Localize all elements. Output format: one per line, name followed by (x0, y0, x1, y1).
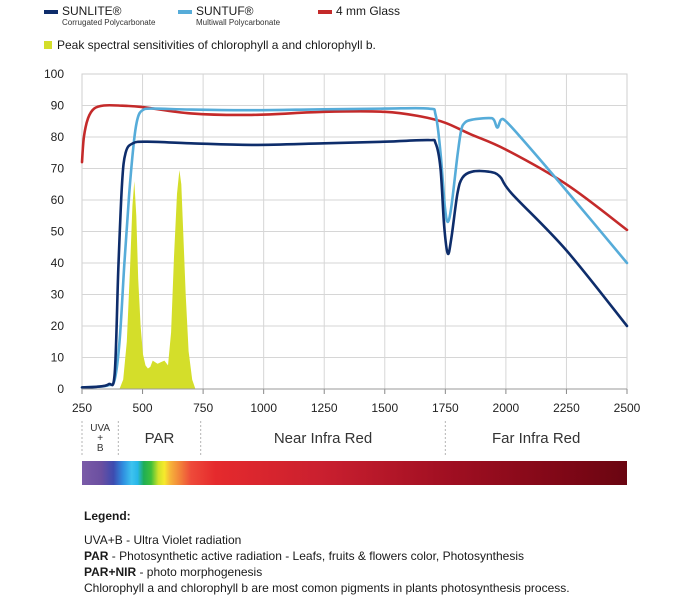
chart-grid (81, 73, 628, 390)
spectrum-regions: UVA+B PAR Near Infra Red Far Infra Red (81, 421, 580, 457)
x-tick-label: 250 (72, 401, 92, 415)
legend-swatch-suntuf (178, 10, 192, 14)
transmission-chart: 0 10 20 30 40 50 60 70 80 90 100 250 500 750 1000 1250 1… (44, 67, 641, 485)
bottom-legend: Legend: UVA+B - Ultra Violet radiation P… (84, 508, 684, 596)
x-tick-label: 2000 (493, 401, 520, 415)
legend-desc: - photo morphogenesis (136, 565, 263, 579)
y-tick-label: 40 (51, 256, 65, 270)
legend-sublabel-sunlite: Corrugated Polycarbonate (62, 18, 156, 27)
x-tick-label: 1000 (250, 401, 277, 415)
bottom-legend-note: Chlorophyll a and chlorophyll b are most… (84, 581, 570, 595)
x-tick-label: 750 (193, 401, 213, 415)
legend-swatch-chlorophyll (44, 41, 52, 49)
y-tick-label: 80 (51, 130, 65, 144)
legend-term: PAR (84, 549, 109, 563)
region-label: + (97, 433, 103, 444)
legend-label-chlorophyll: Peak spectral sensitivities of chlorophy… (57, 38, 376, 52)
y-tick-label: 60 (51, 193, 65, 207)
chlorophyll-area (119, 170, 196, 389)
legend-label-glass: 4 mm Glass (336, 4, 401, 18)
series-lines-layer (80, 103, 629, 389)
legend-sublabel-suntuf: Multiwall Polycarbonate (196, 18, 281, 27)
x-tick-label: 2250 (553, 401, 580, 415)
chlorophyll-area-layer (119, 170, 196, 389)
y-tick-label: 100 (44, 67, 64, 81)
bottom-legend-line-uvab: UVA+B - Ultra Violet radiation (84, 532, 684, 548)
legend-label-suntuf: SUNTUF® (196, 4, 254, 18)
legend-item-sunlite: SUNLITE® Corrugated Polycarbonate (44, 4, 155, 27)
bottom-legend-title: Legend: (84, 509, 131, 523)
y-tick-label: 50 (51, 225, 65, 239)
x-tick-label: 500 (133, 401, 153, 415)
series-line-suntuf (80, 106, 629, 389)
y-tick-label: 90 (51, 99, 65, 113)
region-label: B (97, 443, 104, 454)
x-tick-label: 1500 (371, 401, 398, 415)
bottom-legend-line-parnir: PAR+NIR - photo morphogenesis (84, 564, 684, 580)
y-tick-label: 70 (51, 162, 65, 176)
x-tick-label: 2500 (614, 401, 641, 415)
chart-axes: 0 10 20 30 40 50 60 70 80 90 100 250 500 750 1000 1250 1… (44, 67, 641, 415)
y-tick-label: 30 (51, 288, 65, 302)
legend-swatch-glass (318, 10, 332, 14)
y-tick-label: 10 (51, 351, 65, 365)
legend-label-sunlite: SUNLITE® (62, 4, 122, 18)
x-tick-label: 1250 (311, 401, 338, 415)
region-label: Near Infra Red (274, 430, 372, 447)
bottom-legend-line-par: PAR - Photosynthetic active radiation - … (84, 548, 684, 564)
legend-item-chlorophyll: Peak spectral sensitivities of chlorophy… (44, 38, 376, 52)
y-tick-label: 20 (51, 319, 65, 333)
legend-desc: - Photosynthetic active radiation - Leaf… (108, 549, 524, 563)
series-line-sunlite (80, 138, 629, 389)
x-tick-label: 1750 (432, 401, 459, 415)
region-label: PAR (145, 430, 175, 447)
series-line-glass (80, 103, 629, 232)
spectrum-bar (82, 461, 627, 485)
legend-term: PAR+NIR (84, 565, 137, 579)
legend-item-glass: 4 mm Glass (318, 4, 400, 18)
legend-desc: - Ultra Violet radiation (122, 533, 242, 547)
legend-item-suntuf: SUNTUF® Multiwall Polycarbonate (178, 4, 280, 27)
spectrum-bar-layer (82, 461, 627, 485)
region-label: Far Infra Red (492, 430, 580, 447)
legend-term: UVA+B (84, 533, 123, 547)
y-tick-label: 0 (57, 382, 64, 396)
chart-legend: SUNLITE® Corrugated Polycarbonate SUNTUF… (0, 0, 692, 60)
region-label: UVA (90, 423, 110, 434)
legend-swatch-sunlite (44, 10, 58, 14)
